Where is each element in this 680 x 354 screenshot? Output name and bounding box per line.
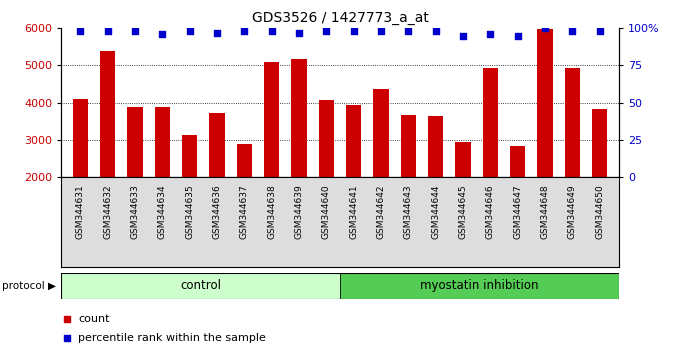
Text: GSM344636: GSM344636 (212, 184, 222, 239)
Bar (73, 99, 88, 177)
Bar (100, 51, 115, 177)
Text: GSM344632: GSM344632 (103, 184, 112, 239)
Point (294, 30, 305, 36)
Point (321, 28, 332, 34)
Bar (510, 146, 525, 177)
Text: control: control (180, 279, 221, 292)
Point (130, 28, 141, 34)
Point (211, 30, 222, 36)
Text: GSM344649: GSM344649 (568, 184, 577, 239)
Bar (264, 62, 279, 177)
Text: GSM344645: GSM344645 (458, 184, 468, 239)
Point (512, 33, 523, 39)
Text: GSM344643: GSM344643 (404, 184, 413, 239)
Bar (373, 89, 388, 177)
Point (61, 316, 72, 322)
Point (485, 32, 496, 37)
Point (430, 28, 441, 34)
Bar (537, 29, 553, 177)
Point (184, 28, 195, 34)
Text: count: count (78, 314, 109, 324)
Point (594, 28, 605, 34)
Text: protocol ▶: protocol ▶ (2, 281, 56, 291)
Text: GSM344633: GSM344633 (131, 184, 139, 239)
Text: GSM344641: GSM344641 (349, 184, 358, 239)
Bar (483, 68, 498, 177)
Text: GSM344637: GSM344637 (240, 184, 249, 239)
Bar (182, 135, 197, 177)
Point (539, 25, 550, 31)
Bar (346, 104, 361, 177)
Bar (340, 273, 619, 299)
Text: GSM344646: GSM344646 (486, 184, 495, 239)
Point (458, 33, 469, 39)
Point (157, 32, 168, 37)
Point (567, 28, 578, 34)
Text: GSM344631: GSM344631 (76, 184, 85, 239)
Bar (428, 116, 443, 177)
Point (102, 28, 113, 34)
Point (348, 28, 359, 34)
Bar (565, 68, 580, 177)
Bar (61, 273, 340, 299)
Text: GSM344644: GSM344644 (431, 184, 440, 239)
Text: GDS3526 / 1427773_a_at: GDS3526 / 1427773_a_at (252, 11, 428, 25)
Bar (155, 108, 170, 177)
Point (375, 28, 386, 34)
Bar (209, 113, 224, 177)
Text: GSM344634: GSM344634 (158, 184, 167, 239)
Text: GSM344640: GSM344640 (322, 184, 331, 239)
Bar (592, 109, 607, 177)
Text: GSM344635: GSM344635 (185, 184, 194, 239)
Text: GSM344638: GSM344638 (267, 184, 276, 239)
Bar (292, 59, 307, 177)
Bar (127, 107, 143, 177)
Bar (401, 115, 416, 177)
Point (267, 28, 277, 34)
Bar (237, 144, 252, 177)
Point (75, 28, 86, 34)
Text: GSM344642: GSM344642 (377, 184, 386, 239)
Point (61, 336, 72, 341)
Text: myostatin inhibition: myostatin inhibition (420, 279, 539, 292)
Point (239, 28, 250, 34)
Text: GSM344648: GSM344648 (541, 184, 549, 239)
Point (403, 28, 413, 34)
Text: GSM344650: GSM344650 (595, 184, 604, 239)
Bar (456, 142, 471, 177)
Bar (319, 101, 334, 177)
Text: GSM344639: GSM344639 (294, 184, 303, 239)
Text: percentile rank within the sample: percentile rank within the sample (78, 333, 266, 343)
Text: GSM344647: GSM344647 (513, 184, 522, 239)
